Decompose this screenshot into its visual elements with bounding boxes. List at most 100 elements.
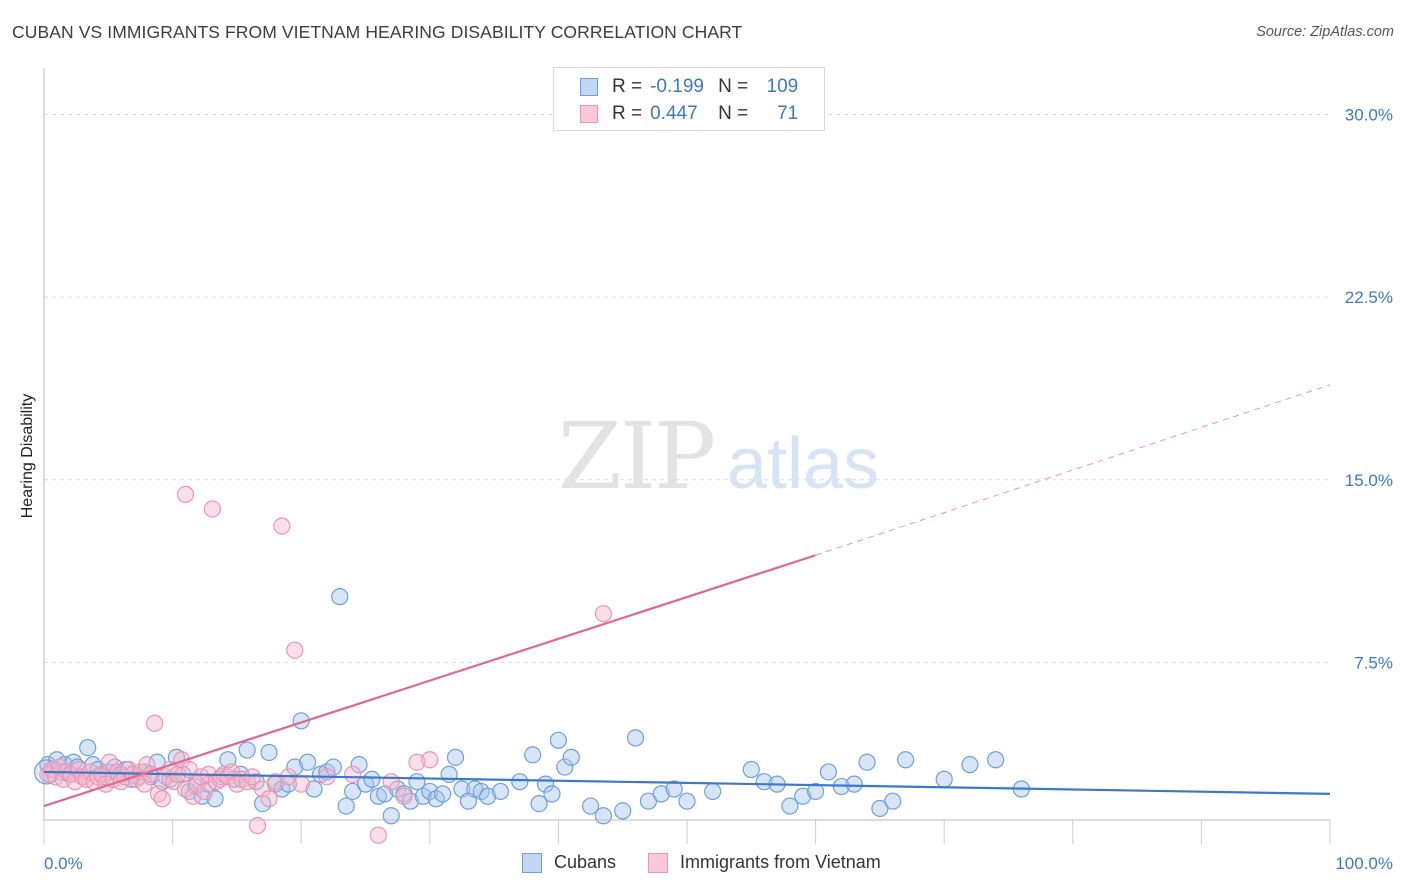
- cubans-point: [524, 746, 542, 764]
- cubans-point: [543, 785, 561, 803]
- watermark-atlas: atlas: [727, 424, 879, 504]
- cubans-point: [858, 753, 876, 771]
- cubans-point: [755, 773, 773, 791]
- vietnam-point: [408, 753, 426, 771]
- x-tick-label: 0.0%: [44, 854, 83, 873]
- y-tick-label: 22.5%: [1345, 288, 1393, 307]
- cubans-point: [935, 770, 953, 788]
- cubans-point: [260, 743, 278, 762]
- y-tick-label: 30.0%: [1345, 106, 1393, 125]
- trend-lines: [43, 384, 1331, 808]
- cubans-point: [987, 751, 1005, 769]
- cubans-point: [626, 729, 645, 747]
- legend-item-vietnam[interactable]: Immigrants from Vietnam: [648, 852, 881, 873]
- cubans-point: [324, 758, 342, 776]
- vietnam-point: [203, 500, 222, 518]
- cubans-point: [871, 799, 889, 818]
- axes: [43, 68, 1331, 844]
- vietnam-point: [266, 773, 285, 791]
- cubans-point: [549, 731, 568, 749]
- cubans-point: [79, 739, 97, 757]
- cubans-point: [704, 782, 722, 801]
- cubans-point: [845, 775, 863, 793]
- vietnam-point: [260, 790, 278, 808]
- cubans-point: [434, 785, 452, 803]
- vietnam-point: [594, 605, 613, 623]
- grid-lines: [44, 114, 1330, 663]
- cubans-point: [961, 756, 979, 774]
- legend-n-label: N =: [718, 103, 749, 124]
- cubans-point: [556, 758, 574, 776]
- vietnam-point: [153, 790, 171, 808]
- vietnam-point: [238, 773, 256, 791]
- vietnam-point: [292, 775, 310, 793]
- x-tick-label: 100.0%: [1335, 854, 1393, 873]
- legend-r-value: 0.447: [650, 103, 698, 124]
- cubans-point: [331, 588, 349, 606]
- cubans-point: [594, 807, 613, 825]
- legend-r-value: -0.199: [650, 76, 704, 97]
- series-legend: Cubans Immigrants from Vietnam: [522, 852, 913, 873]
- legend-n-value: 71: [777, 103, 799, 124]
- legend-row-cubans: R = -0.199 N = 109: [580, 74, 798, 100]
- vietnam-point: [344, 765, 362, 783]
- correlation-legend: R = -0.199 N = 109 R = 0.447 N = 71: [553, 67, 825, 131]
- legend-n-label: N =: [718, 76, 749, 97]
- cubans-point: [530, 795, 548, 813]
- vietnam-point: [135, 775, 153, 793]
- legend-r-label: R =: [612, 103, 643, 124]
- cubans-point: [286, 758, 304, 776]
- watermark: ZIP atlas: [558, 403, 879, 510]
- cubans-point: [819, 763, 838, 781]
- cubans-point: [639, 792, 658, 810]
- cubans-point: [781, 797, 799, 815]
- cubans-point: [446, 748, 465, 766]
- watermark-zip: ZIP: [558, 403, 714, 510]
- cubans-point: [897, 751, 915, 769]
- vietnam-point: [395, 787, 413, 805]
- vietnam-point: [176, 485, 195, 503]
- legend-swatch-vietnam: [648, 852, 669, 873]
- vietnam-point: [382, 773, 400, 791]
- legend-swatch-pink: [580, 105, 598, 123]
- vietnam-point: [273, 517, 291, 535]
- legend-item-cubans[interactable]: Cubans: [522, 852, 616, 873]
- vietnam-points: [39, 108, 613, 844]
- cubans-point: [299, 753, 317, 771]
- vietnam-point: [243, 768, 261, 786]
- cubans-trend-line: [43, 770, 1331, 795]
- cubans-point: [305, 780, 323, 798]
- cubans-point: [363, 770, 381, 788]
- vietnam-trend-extension: [815, 384, 1331, 556]
- legend-swatch-blue: [580, 78, 598, 96]
- cubans-point: [806, 782, 825, 801]
- tick-labels: 7.5% 15.0% 22.5% 30.0% 0.0% 100.0%: [44, 106, 1393, 873]
- cubans-point: [350, 756, 368, 774]
- legend-swatch-cubans: [522, 852, 542, 873]
- cubans-point: [491, 782, 510, 801]
- cubans-point: [794, 787, 812, 805]
- vietnam-point: [286, 641, 304, 659]
- cubans-point: [562, 748, 580, 766]
- vietnam-point: [421, 751, 439, 769]
- cubans-point: [742, 760, 760, 779]
- cubans-point: [479, 787, 497, 805]
- legend-n-value: 109: [766, 76, 799, 97]
- cubans-point: [238, 741, 256, 759]
- legend-row-vietnam: R = 0.447 N = 71: [580, 101, 798, 127]
- legend-r-label: R =: [612, 76, 643, 97]
- cubans-point: [337, 797, 355, 815]
- legend-label-vietnam: Immigrants from Vietnam: [680, 852, 881, 872]
- vietnam-point: [145, 714, 164, 732]
- cubans-point: [614, 802, 632, 820]
- y-tick-label: 7.5%: [1354, 653, 1393, 672]
- source-attribution: Source: ZipAtlas.com: [1256, 24, 1394, 40]
- chart-title: CUBAN VS IMMIGRANTS FROM VIETNAM HEARING…: [12, 22, 743, 42]
- vietnam-trend-line: [43, 554, 816, 808]
- cubans-point: [581, 797, 600, 815]
- cubans-point: [511, 773, 529, 791]
- vietnam-point: [248, 816, 267, 835]
- y-axis-title: Hearing Disability: [19, 393, 36, 519]
- cubans-point: [652, 785, 670, 803]
